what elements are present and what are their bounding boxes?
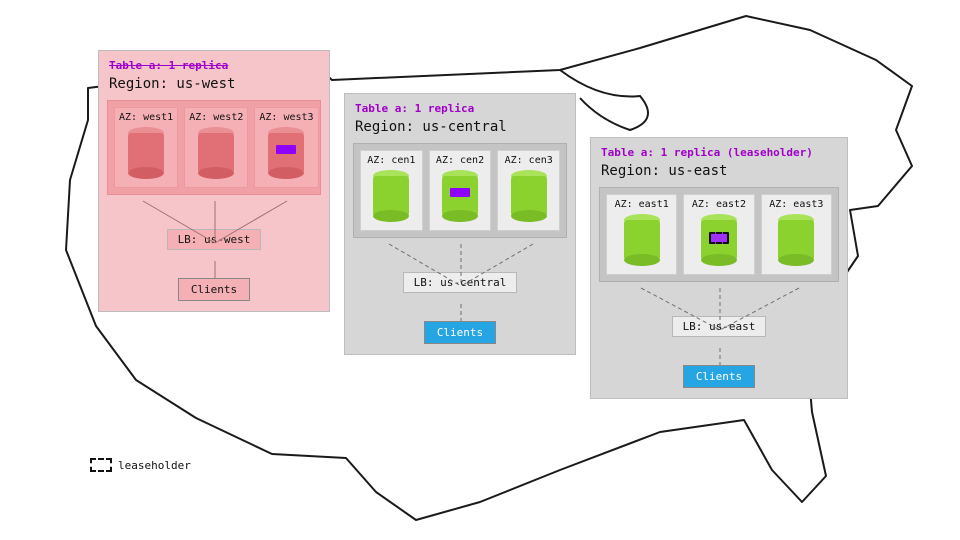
clients-west: Clients: [178, 278, 250, 301]
connectors-west: [99, 51, 331, 313]
region-us-west: Table a: 1 replica Region: us-west AZ: w…: [98, 50, 330, 312]
leaseholder-swatch-icon: [90, 458, 112, 472]
connectors-central: [345, 94, 577, 356]
legend-label: leaseholder: [118, 459, 191, 472]
clients-central: Clients: [424, 321, 496, 344]
region-us-central: Table a: 1 replica Region: us-central AZ…: [344, 93, 576, 355]
region-us-east: Table a: 1 replica (leaseholder) Region:…: [590, 137, 848, 399]
clients-east: Clients: [683, 365, 755, 388]
legend-leaseholder: leaseholder: [90, 458, 191, 472]
connectors-east: [591, 138, 849, 400]
